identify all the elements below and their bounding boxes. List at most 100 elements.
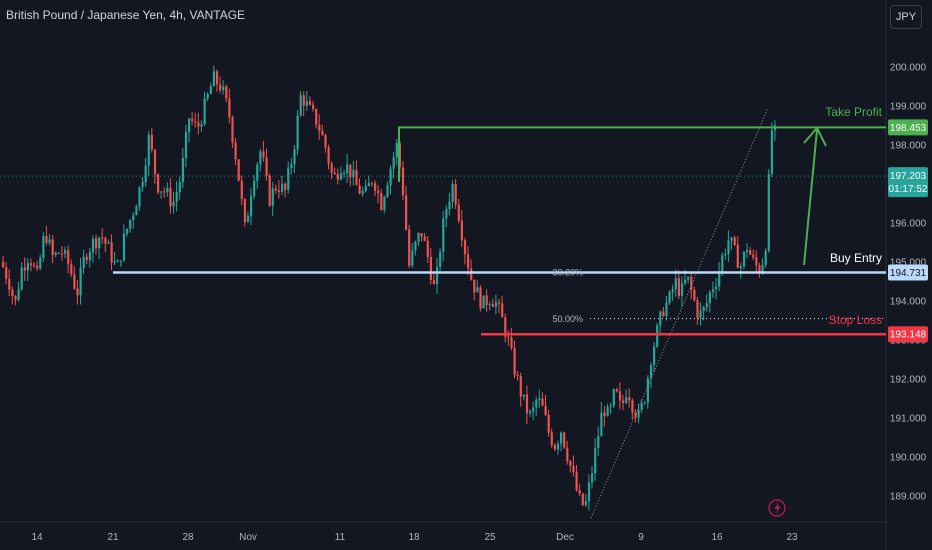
candle-body — [746, 250, 749, 252]
candle-body — [11, 289, 14, 296]
candle-body — [690, 276, 693, 290]
candle-body — [327, 147, 330, 164]
candle-body — [95, 238, 98, 249]
candle-body — [656, 325, 659, 347]
stop-loss-price-tag-bg — [888, 326, 928, 343]
candle-body — [569, 460, 572, 466]
candle-body — [14, 295, 17, 300]
candle-body — [544, 405, 547, 415]
candle-body — [380, 193, 383, 210]
current-price-tag-bg — [888, 167, 928, 198]
candle-body — [501, 303, 504, 318]
candle-body — [110, 242, 113, 263]
candle-body — [45, 235, 48, 243]
candle-body — [377, 190, 380, 194]
chart-title: British Pound / Japanese Yen, 4h, VANTAG… — [6, 8, 246, 22]
candle-body — [200, 124, 203, 127]
candle-body — [88, 252, 91, 261]
candle-body — [553, 445, 556, 450]
candle-body — [172, 201, 175, 207]
candle-body — [364, 186, 367, 192]
candle-body — [566, 447, 569, 461]
candle-body — [634, 412, 637, 418]
candle-body — [429, 256, 432, 280]
candle-body — [637, 409, 640, 418]
candle-body — [547, 414, 550, 433]
buy-entry-price-tag: 194.731 — [890, 268, 927, 279]
candle-body — [129, 219, 132, 229]
candle-body — [467, 254, 470, 269]
price-tick-label: 194.000 — [890, 297, 927, 308]
candle-body — [541, 398, 544, 406]
candle-body — [135, 206, 138, 216]
candle-body — [194, 121, 197, 123]
candle-body — [432, 279, 436, 284]
candle-body — [336, 173, 339, 180]
lightning-icon[interactable] — [768, 499, 786, 517]
candle-body — [609, 405, 612, 407]
candle-body — [752, 254, 755, 258]
candle-body — [246, 215, 250, 223]
candle-body — [330, 163, 333, 173]
candle-body — [367, 183, 370, 187]
candle-body — [237, 159, 240, 181]
time-tick-label: 28 — [182, 532, 194, 543]
candle-body — [445, 209, 448, 219]
candle-body — [191, 118, 194, 122]
candle-body — [702, 307, 705, 311]
bar-countdown: 01:17:52 — [889, 184, 928, 195]
candle-body — [42, 235, 45, 259]
candle-body — [485, 295, 488, 306]
candle-body — [206, 94, 209, 99]
candle-body — [352, 170, 355, 178]
candle-body — [392, 157, 395, 169]
candle-body — [2, 262, 5, 268]
time-tick-label: 18 — [408, 532, 420, 543]
candle-body — [460, 220, 463, 241]
candle-body — [538, 398, 541, 401]
candle-body — [457, 204, 460, 221]
candle-body — [442, 218, 445, 252]
drawings-group: 50.00% Take Profit 38.20% Buy Entry Stop Los… — [0, 105, 886, 519]
candle-body — [494, 302, 498, 307]
take-profit-price-tag: 198.453 — [890, 123, 927, 134]
candle-body — [516, 374, 519, 377]
candle-body — [436, 266, 439, 284]
candle-body — [770, 130, 773, 174]
candle-body — [742, 251, 746, 267]
candle-body — [584, 501, 587, 506]
candle-body — [299, 95, 302, 116]
candle-body — [572, 465, 575, 473]
candle-body — [144, 165, 147, 183]
axis-price-labels: 198.453 194.731 193.148 197.203 01:17:52 — [888, 119, 928, 343]
candle-body — [563, 432, 566, 448]
candle-body — [764, 250, 767, 265]
candle-body — [674, 278, 677, 290]
candle-body — [26, 263, 29, 271]
candle-body — [8, 278, 11, 290]
candle-body — [209, 86, 212, 95]
time-tick-label: 9 — [638, 532, 644, 543]
candle-body — [333, 172, 336, 174]
candle-body — [600, 412, 603, 437]
candle-body — [113, 261, 116, 263]
candle-body — [649, 364, 653, 379]
candle-body — [550, 432, 553, 446]
candle-body — [256, 164, 259, 181]
fib-trend-line — [590, 107, 769, 519]
candle-body — [119, 260, 122, 262]
candle-body — [708, 292, 711, 304]
candle-body — [451, 184, 454, 202]
candle-body — [587, 482, 591, 502]
candle-body — [116, 260, 119, 262]
candle-body — [405, 195, 408, 230]
candle-body — [73, 274, 76, 289]
candle-body — [581, 493, 584, 506]
candle-body — [628, 397, 631, 401]
time-axis[interactable]: 14 21 28 Nov 11 18 25 Dec 9 16 23 — [31, 532, 798, 543]
candle-body — [268, 175, 271, 206]
candle-body — [60, 253, 64, 255]
candle-body — [411, 250, 414, 266]
currency-button[interactable]: JPY — [890, 5, 922, 29]
